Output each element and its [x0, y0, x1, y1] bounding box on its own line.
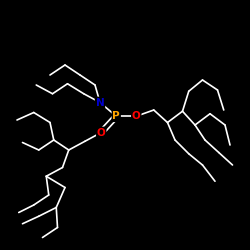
Text: O: O — [97, 128, 106, 138]
Text: O: O — [132, 111, 140, 121]
Text: P: P — [112, 111, 120, 121]
Text: N: N — [96, 98, 104, 108]
